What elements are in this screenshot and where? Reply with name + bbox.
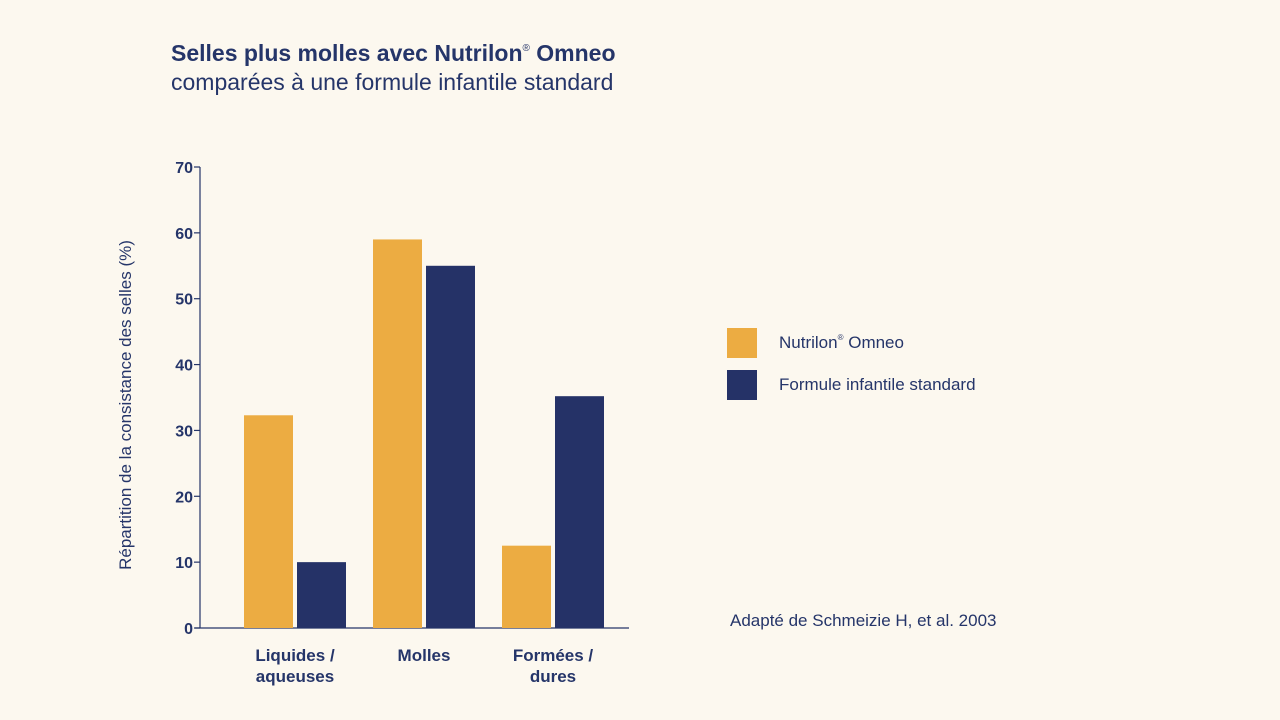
registered-mark: ® [522,43,530,54]
y-tick-label: 20 [175,489,193,506]
bar-series-2-cat-2 [426,265,475,628]
legend-swatch-series-2 [727,370,757,400]
y-tick-label: 30 [175,423,193,440]
chart-labels: 0 10 20 30 40 50 60 70 Répartition de la consist… [116,160,593,686]
bar-series-1-cat-2 [373,239,422,628]
y-tick-label: 10 [175,555,193,572]
chart-bars [244,239,604,628]
x-category-label: aqueuses [256,667,334,686]
source-note: Adapté de Schmeizie H, et al. 2003 [730,611,997,630]
y-tick-label: 40 [175,358,193,375]
x-category-label: dures [530,667,576,686]
x-category-label: Liquides / [255,646,335,665]
bar-series-2-cat-1 [297,562,346,628]
legend-label-series-1-text: Nutrilon [779,333,838,352]
legend-swatch-series-1 [727,328,757,358]
chart-title-end: Omneo [529,40,616,66]
y-tick-label: 0 [184,621,193,638]
legend-label-series-1-end: Omneo [843,333,904,352]
chart-subtitle: comparées à une formule infantile standa… [171,69,614,95]
y-tick-label: 60 [175,226,193,243]
legend-registered-mark: ® [837,333,844,342]
legend-item-series-2: Formule infantile standard [727,370,976,400]
legend-item-series-1: Nutrilon® Omneo [727,328,976,358]
bar-series-1-cat-3 [502,545,551,628]
chart-title: Selles plus molles avec Nutrilon® Omneo [171,40,616,67]
y-axis-label: Répartition de la consistance des selles… [116,240,135,570]
chart-legend: Nutrilon® Omneo Formule infantile standa… [727,328,976,412]
x-category-label: Formées / [513,646,594,665]
y-tick-label: 50 [175,292,193,309]
legend-label-series-2: Formule infantile standard [779,375,976,394]
chart-title-text: Selles plus molles avec Nutrilon [171,40,523,66]
bar-series-1-cat-1 [244,415,293,628]
bar-series-2-cat-3 [555,396,604,628]
y-tick-label: 70 [175,160,193,177]
legend-label-series-1: Nutrilon® Omneo [779,333,904,353]
x-category-label: Molles [398,646,451,665]
